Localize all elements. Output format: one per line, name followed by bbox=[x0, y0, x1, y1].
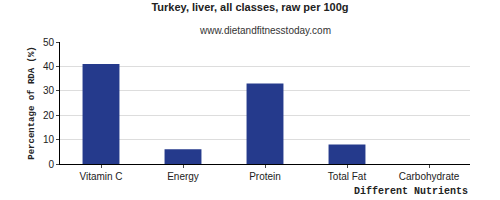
svg-text:Vitamin C: Vitamin C bbox=[79, 171, 122, 182]
svg-text:www.dietandfitnesstoday.com: www.dietandfitnesstoday.com bbox=[199, 25, 331, 36]
svg-text:10: 10 bbox=[43, 134, 55, 145]
svg-text:Total Fat: Total Fat bbox=[328, 171, 367, 182]
svg-text:20: 20 bbox=[43, 110, 55, 121]
svg-text:0: 0 bbox=[48, 159, 54, 170]
svg-text:Different Nutrients: Different Nutrients bbox=[354, 186, 468, 197]
svg-text:Energy: Energy bbox=[167, 171, 199, 182]
svg-text:50: 50 bbox=[43, 37, 55, 48]
svg-text:Protein: Protein bbox=[249, 171, 281, 182]
svg-text:40: 40 bbox=[43, 61, 55, 72]
svg-text:Carbohydrate: Carbohydrate bbox=[399, 171, 460, 182]
svg-text:Turkey, liver, all classes, ra: Turkey, liver, all classes, raw per 100g bbox=[151, 1, 348, 13]
svg-text:Percentage of RDA (%): Percentage of RDA (%) bbox=[27, 46, 37, 159]
svg-text:30: 30 bbox=[43, 85, 55, 96]
